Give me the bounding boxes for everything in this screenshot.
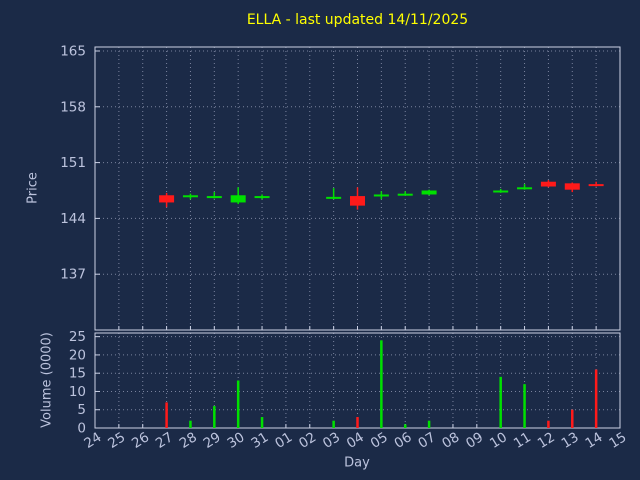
volume-bar	[427, 420, 431, 428]
svg-text:25: 25	[105, 429, 128, 452]
svg-text:11: 11	[511, 429, 534, 452]
svg-text:30: 30	[225, 429, 248, 452]
svg-text:0: 0	[77, 421, 86, 437]
volume-bar	[403, 424, 407, 428]
candle-body	[540, 181, 556, 187]
candle-body	[230, 195, 246, 203]
svg-text:15: 15	[606, 429, 629, 452]
volume-bar	[523, 384, 526, 428]
svg-text:28: 28	[177, 429, 200, 452]
candle-body	[564, 183, 580, 190]
svg-text:5: 5	[77, 402, 86, 418]
svg-text:12: 12	[535, 429, 558, 452]
volume-bar	[165, 402, 168, 428]
volume-bar	[571, 409, 574, 428]
svg-text:158: 158	[60, 99, 86, 115]
svg-text:24: 24	[81, 429, 104, 452]
candle-body	[397, 193, 413, 196]
svg-text:27: 27	[153, 429, 176, 452]
svg-text:20: 20	[69, 347, 86, 363]
svg-text:25: 25	[69, 329, 86, 345]
volume-bar	[236, 380, 240, 428]
candle-body	[206, 196, 222, 199]
volume-bar	[213, 406, 216, 428]
candle-body	[254, 196, 270, 199]
svg-text:06: 06	[392, 429, 415, 452]
volume-bar	[380, 340, 383, 428]
candle-body	[493, 190, 509, 193]
svg-text:05: 05	[368, 429, 391, 452]
candle-body	[182, 195, 198, 198]
volume-bar	[189, 420, 192, 428]
svg-text:10: 10	[69, 384, 86, 400]
volume-bar	[547, 420, 550, 428]
svg-text:31: 31	[248, 429, 271, 452]
svg-text:10: 10	[487, 429, 510, 452]
svg-text:09: 09	[463, 429, 486, 452]
day-axis-label: Day	[344, 455, 370, 471]
volume-axis-label: Volume (0000)	[39, 332, 55, 428]
volume-bars	[165, 340, 598, 428]
volume-bar	[499, 376, 502, 428]
svg-text:04: 04	[344, 429, 367, 452]
svg-text:151: 151	[60, 155, 86, 171]
svg-text:165: 165	[60, 43, 86, 59]
svg-text:15: 15	[69, 366, 86, 382]
candle-body	[326, 196, 342, 199]
price-axis-label: Price	[25, 172, 41, 204]
svg-text:137: 137	[60, 267, 86, 283]
svg-text:13: 13	[559, 429, 582, 452]
svg-text:07: 07	[415, 429, 438, 452]
candle-body	[421, 190, 437, 195]
candle-body	[373, 194, 389, 197]
svg-text:14: 14	[582, 429, 605, 452]
svg-text:01: 01	[272, 429, 295, 452]
svg-text:29: 29	[201, 429, 224, 452]
svg-text:144: 144	[60, 211, 86, 227]
svg-text:03: 03	[320, 429, 343, 452]
candle-body	[517, 187, 533, 190]
candlesticks	[159, 180, 604, 210]
chart-title: ELLA - last updated 14/11/2025	[246, 12, 469, 28]
volume-bar	[332, 420, 335, 428]
svg-text:08: 08	[439, 429, 462, 452]
svg-text:02: 02	[296, 429, 319, 452]
svg-text:26: 26	[129, 429, 152, 452]
candle-body	[159, 195, 175, 203]
candle-body	[588, 184, 604, 187]
volume-bar	[356, 417, 359, 428]
volume-bar	[594, 369, 598, 428]
candle-body	[350, 196, 365, 206]
volume-bar	[260, 417, 264, 428]
